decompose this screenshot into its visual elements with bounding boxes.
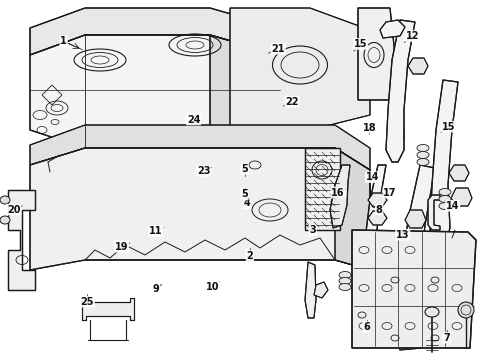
Text: 11: 11 <box>149 226 163 236</box>
Text: 5: 5 <box>241 164 248 174</box>
Polygon shape <box>355 295 382 312</box>
Text: 23: 23 <box>197 166 211 176</box>
Polygon shape <box>30 125 370 170</box>
Polygon shape <box>330 165 350 228</box>
Ellipse shape <box>439 189 451 195</box>
Ellipse shape <box>339 271 351 279</box>
Polygon shape <box>82 298 134 320</box>
Text: 7: 7 <box>443 333 450 343</box>
Polygon shape <box>395 330 427 350</box>
Polygon shape <box>405 210 426 228</box>
Polygon shape <box>30 8 280 55</box>
Text: 24: 24 <box>187 114 200 125</box>
Text: 5: 5 <box>241 189 248 199</box>
Text: 1: 1 <box>60 36 67 46</box>
Text: 12: 12 <box>406 31 419 41</box>
Text: 17: 17 <box>383 188 397 198</box>
Ellipse shape <box>417 158 429 166</box>
Polygon shape <box>376 318 405 336</box>
Text: 19: 19 <box>115 242 128 252</box>
Ellipse shape <box>339 278 351 284</box>
Polygon shape <box>436 238 456 254</box>
Polygon shape <box>314 282 328 298</box>
Ellipse shape <box>425 307 439 317</box>
Polygon shape <box>30 35 280 148</box>
Polygon shape <box>305 262 316 318</box>
Polygon shape <box>352 230 476 348</box>
Ellipse shape <box>417 144 429 152</box>
Text: 20: 20 <box>7 204 21 215</box>
Polygon shape <box>362 165 386 295</box>
Text: 15: 15 <box>354 39 368 49</box>
Polygon shape <box>408 58 428 74</box>
Text: 16: 16 <box>331 188 345 198</box>
Ellipse shape <box>0 216 10 224</box>
Polygon shape <box>390 128 404 143</box>
Polygon shape <box>430 80 458 248</box>
Polygon shape <box>368 211 387 225</box>
Text: 14: 14 <box>446 201 460 211</box>
Polygon shape <box>335 148 370 270</box>
Polygon shape <box>358 8 395 100</box>
Ellipse shape <box>339 284 351 291</box>
Ellipse shape <box>0 196 10 204</box>
Polygon shape <box>428 195 440 230</box>
Text: 25: 25 <box>80 297 94 307</box>
Polygon shape <box>449 165 469 181</box>
Polygon shape <box>305 148 340 230</box>
Text: 4: 4 <box>244 198 250 208</box>
Polygon shape <box>368 193 387 207</box>
Ellipse shape <box>458 302 474 318</box>
Text: 15: 15 <box>442 122 456 132</box>
Polygon shape <box>386 20 415 162</box>
Text: 21: 21 <box>271 44 285 54</box>
Polygon shape <box>8 190 35 290</box>
Polygon shape <box>451 188 472 206</box>
Text: 8: 8 <box>376 204 383 215</box>
Polygon shape <box>383 240 404 318</box>
Text: 13: 13 <box>396 230 410 240</box>
Polygon shape <box>210 35 280 148</box>
Text: 10: 10 <box>206 282 220 292</box>
Text: 3: 3 <box>309 225 316 235</box>
Polygon shape <box>30 148 370 270</box>
Polygon shape <box>388 108 403 124</box>
Text: 9: 9 <box>152 284 159 294</box>
Ellipse shape <box>417 152 429 158</box>
Polygon shape <box>438 262 458 278</box>
Ellipse shape <box>439 202 451 210</box>
Text: 22: 22 <box>285 96 299 107</box>
Text: 6: 6 <box>363 322 370 332</box>
Text: 18: 18 <box>363 123 376 133</box>
Polygon shape <box>230 8 370 130</box>
Text: 2: 2 <box>246 251 253 261</box>
Ellipse shape <box>439 195 451 202</box>
Text: 14: 14 <box>366 172 379 182</box>
Polygon shape <box>380 20 405 38</box>
Polygon shape <box>400 165 435 332</box>
